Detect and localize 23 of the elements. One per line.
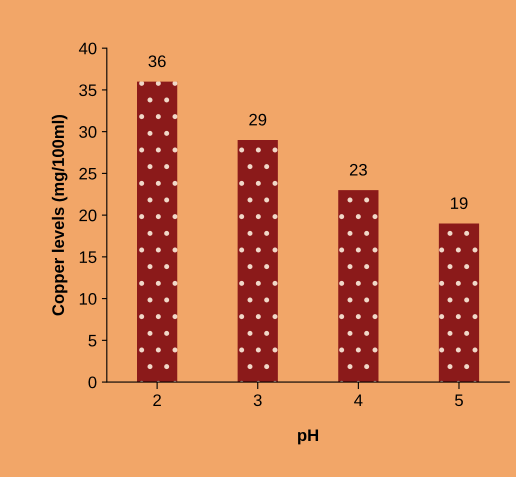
- data-label: 36: [148, 55, 166, 68]
- x-tick-label: 4: [354, 394, 363, 406]
- bar: [438, 223, 480, 382]
- y-tick-label: 35: [79, 84, 96, 96]
- y-axis-title: Copper levels (mg/100ml): [52, 114, 68, 316]
- bar: [137, 82, 178, 382]
- y-tick-label: 25: [79, 168, 96, 180]
- x-tick-label: 2: [153, 394, 161, 406]
- data-label: 23: [350, 164, 367, 176]
- y-tick-label: 15: [80, 251, 96, 264]
- x-tick-label: 3: [254, 394, 262, 406]
- data-label: 19: [450, 197, 468, 210]
- y-tick-label: 20: [79, 210, 96, 222]
- bar: [338, 190, 378, 382]
- x-axis-title: pH: [298, 429, 318, 444]
- bar: [238, 140, 278, 382]
- y-tick-label: 30: [79, 126, 96, 138]
- x-tick-label: 5: [455, 394, 463, 406]
- y-tick-label: 10: [80, 293, 96, 305]
- data-label: 29: [249, 114, 266, 126]
- y-tick-label: 40: [78, 42, 96, 54]
- y-tick-label: 0: [88, 376, 96, 388]
- y-tick-label: 5: [88, 334, 96, 347]
